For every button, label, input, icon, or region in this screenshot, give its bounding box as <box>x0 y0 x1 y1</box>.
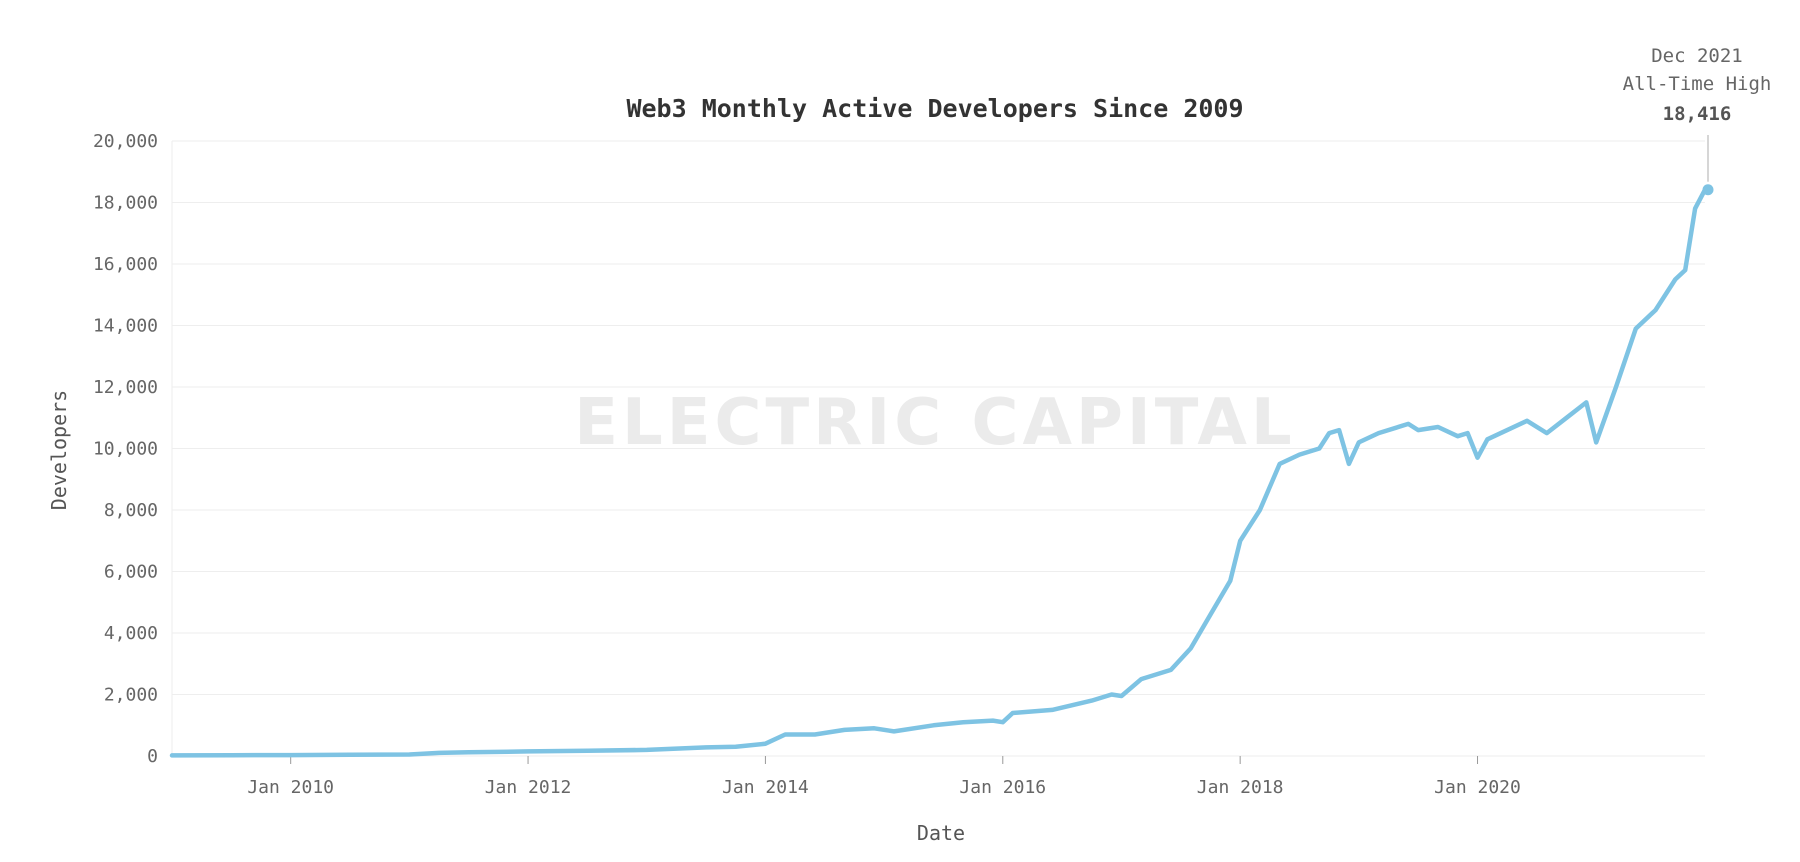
y-tick-label: 16,000 <box>93 254 158 275</box>
y-tick-label: 0 <box>147 746 158 767</box>
y-tick-label: 20,000 <box>93 131 158 152</box>
x-axis-ticks: Jan 2010 Jan 2012 Jan 2014 Jan 2016 Jan 2018… <box>247 756 1521 798</box>
grid-lines <box>171 140 1705 757</box>
annotation-date: Dec 2021 <box>1651 45 1743 67</box>
x-tick-label: Jan 2012 <box>485 777 572 798</box>
y-tick-label: 8,000 <box>104 500 158 521</box>
x-tick-label: Jan 2016 <box>959 777 1046 798</box>
ath-annotation: Dec 2021 All-Time High 18,416 <box>1623 45 1772 196</box>
y-axis-ticks: 0 2,000 4,000 6,000 8,000 10,000 12,000 14,000 1… <box>93 131 158 767</box>
x-tick-label: Jan 2010 <box>247 777 334 798</box>
series-layer <box>169 187 1708 758</box>
y-tick-label: 12,000 <box>93 377 158 398</box>
annotation-value: 18,416 <box>1663 103 1732 125</box>
watermark: ELECTRIC CAPITAL <box>574 386 1295 460</box>
ath-marker <box>1702 184 1714 196</box>
y-tick-label: 4,000 <box>104 623 158 644</box>
y-tick-label: 10,000 <box>93 439 158 460</box>
y-tick-label: 6,000 <box>104 562 158 583</box>
x-tick-label: Jan 2018 <box>1197 777 1284 798</box>
chart-title: Web3 Monthly Active Developers Since 200… <box>626 94 1243 123</box>
x-tick-label: Jan 2020 <box>1434 777 1521 798</box>
series-line <box>169 187 1708 758</box>
y-tick-label: 2,000 <box>104 685 158 706</box>
y-tick-label: 18,000 <box>93 193 158 214</box>
x-tick-label: Jan 2014 <box>722 777 809 798</box>
annotation-caption: All-Time High <box>1623 73 1772 95</box>
y-axis-label: Developers <box>47 390 71 510</box>
y-tick-label: 14,000 <box>93 316 158 337</box>
x-axis-label: Date <box>917 821 965 845</box>
